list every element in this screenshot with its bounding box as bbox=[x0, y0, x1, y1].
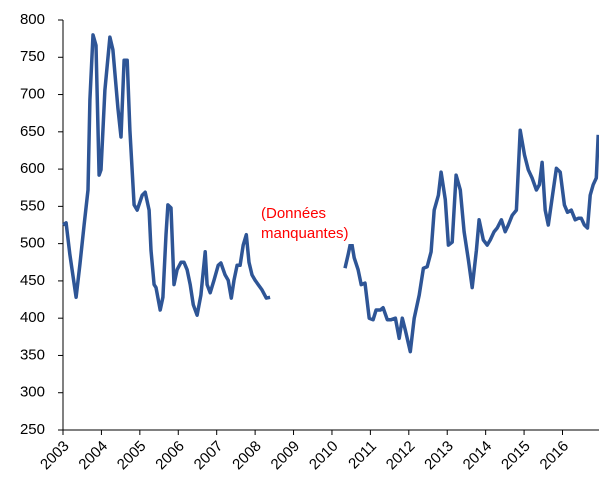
x-tick-label: 2004 bbox=[75, 438, 111, 474]
x-tick-label: 2015 bbox=[498, 438, 534, 474]
y-tick-label: 300 bbox=[20, 384, 45, 401]
x-tick-label: 2010 bbox=[306, 438, 342, 474]
y-tick-label: 650 bbox=[20, 123, 45, 140]
y-tick-label: 550 bbox=[20, 197, 45, 214]
x-tick-label: 2006 bbox=[152, 438, 188, 474]
x-tick-label: 2005 bbox=[114, 438, 150, 474]
y-tick-label: 450 bbox=[20, 272, 45, 289]
annotation: (Données bbox=[261, 205, 326, 222]
annotation-bg bbox=[256, 202, 378, 244]
y-tick-label: 700 bbox=[20, 86, 45, 103]
y-tick-label: 600 bbox=[20, 160, 45, 177]
series-line bbox=[61, 33, 599, 354]
x-tick-label: 2009 bbox=[268, 438, 304, 474]
annotation: manquantes) bbox=[261, 225, 349, 242]
x-tick-label: 2003 bbox=[37, 438, 73, 474]
x-tick-label: 2007 bbox=[191, 438, 227, 474]
y-tick-label: 800 bbox=[20, 11, 45, 28]
y-tick-label: 400 bbox=[20, 309, 45, 326]
x-tick-label: 2013 bbox=[421, 438, 457, 474]
x-tick-label: 2014 bbox=[460, 438, 496, 474]
y-tick-label: 350 bbox=[20, 346, 45, 363]
x-tick-label: 2016 bbox=[537, 438, 573, 474]
x-tick-label: 2012 bbox=[383, 438, 419, 474]
y-tick-label: 750 bbox=[20, 48, 45, 65]
y-tick-label: 500 bbox=[20, 235, 45, 252]
x-tick-label: 2011 bbox=[345, 438, 380, 473]
x-tick-label: 2008 bbox=[229, 438, 265, 474]
y-tick-label: 250 bbox=[20, 421, 45, 438]
